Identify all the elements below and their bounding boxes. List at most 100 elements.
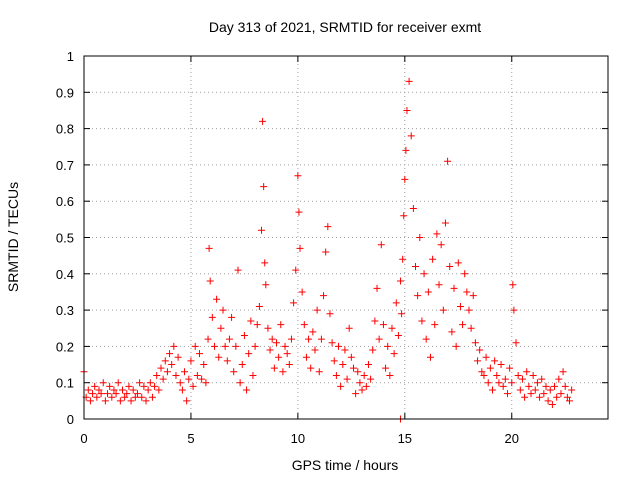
data-point	[424, 288, 432, 296]
data-point	[516, 386, 524, 394]
data-point	[262, 281, 270, 289]
data-point	[369, 346, 377, 354]
data-point	[95, 386, 103, 394]
chart-title: Day 313 of 2021, SRMTID for receiver exm…	[209, 19, 481, 35]
data-point	[508, 379, 516, 387]
data-point	[422, 335, 430, 343]
data-point	[456, 302, 464, 310]
data-point	[114, 379, 122, 387]
y-tick-label: 1	[67, 49, 74, 64]
y-tick-label: 0.8	[56, 122, 74, 137]
data-point	[531, 386, 539, 394]
data-point	[131, 393, 139, 401]
data-point	[247, 317, 255, 325]
data-point	[566, 397, 574, 405]
data-point	[388, 324, 396, 332]
data-point	[266, 346, 274, 354]
data-point	[187, 357, 195, 365]
x-tick-label: 5	[187, 431, 194, 446]
data-point	[542, 382, 550, 390]
data-point	[104, 390, 112, 398]
data-point	[330, 357, 338, 365]
data-point	[358, 386, 366, 394]
data-point	[412, 263, 420, 271]
data-point	[176, 379, 184, 387]
data-point	[450, 284, 458, 292]
data-point	[544, 397, 552, 405]
data-point	[290, 299, 298, 307]
data-point	[161, 357, 169, 365]
data-point	[200, 361, 208, 369]
data-point	[394, 332, 402, 340]
data-point	[345, 324, 353, 332]
data-point	[482, 353, 490, 361]
y-tick-label: 0.3	[56, 303, 74, 318]
x-tick-label: 15	[398, 431, 412, 446]
data-point	[536, 393, 544, 401]
data-point	[448, 328, 456, 336]
data-point	[538, 375, 546, 383]
data-point	[181, 368, 189, 376]
data-point	[527, 390, 535, 398]
data-point	[332, 371, 340, 379]
data-point	[364, 361, 372, 369]
data-point	[206, 277, 214, 285]
data-point	[202, 379, 210, 387]
data-point	[243, 386, 251, 394]
data-point	[195, 350, 203, 358]
data-point	[322, 248, 330, 256]
data-point	[223, 357, 231, 365]
data-point	[478, 368, 486, 376]
data-point	[431, 321, 439, 329]
data-point	[405, 77, 413, 85]
data-point	[146, 379, 154, 387]
data-point	[309, 328, 317, 336]
data-point	[484, 379, 492, 387]
data-point	[386, 371, 394, 379]
data-point	[414, 292, 422, 300]
data-point	[518, 375, 526, 383]
data-point	[354, 368, 362, 376]
data-point	[489, 386, 497, 394]
data-point	[213, 295, 221, 303]
data-point	[140, 382, 148, 390]
data-point	[259, 117, 267, 125]
data-point	[217, 324, 225, 332]
data-point	[335, 342, 343, 350]
data-point	[136, 379, 144, 387]
data-point	[402, 146, 410, 154]
data-point	[506, 364, 514, 372]
data-point	[352, 390, 360, 398]
data-point	[238, 361, 246, 369]
y-tick-labels: 0 0.1 0.2 0.3 0.4 0.5 0.6 0.7 0.8 0.9 1	[56, 49, 74, 427]
data-point	[397, 277, 405, 285]
data-point	[198, 375, 206, 383]
data-point	[491, 357, 499, 365]
y-tick-label: 0.4	[56, 267, 74, 282]
y-tick-label: 0.9	[56, 85, 74, 100]
data-point	[360, 371, 368, 379]
data-point	[121, 393, 129, 401]
axis-ticks	[83, 55, 608, 420]
data-point	[398, 310, 406, 318]
data-point	[294, 172, 302, 180]
data-point	[400, 212, 408, 220]
data-point	[426, 353, 434, 361]
y-tick-label: 0	[67, 412, 74, 427]
data-point	[112, 390, 120, 398]
data-point	[221, 342, 229, 350]
data-point	[185, 375, 193, 383]
data-point	[407, 132, 415, 140]
data-point	[205, 244, 213, 252]
data-point	[251, 342, 259, 350]
data-point	[392, 299, 400, 307]
data-point	[99, 379, 107, 387]
data-point	[151, 382, 159, 390]
data-point	[174, 353, 182, 361]
data-point	[525, 382, 533, 390]
data-point	[509, 281, 517, 289]
data-point	[260, 183, 268, 191]
data-point	[339, 361, 347, 369]
x-tick-label: 10	[291, 431, 305, 446]
